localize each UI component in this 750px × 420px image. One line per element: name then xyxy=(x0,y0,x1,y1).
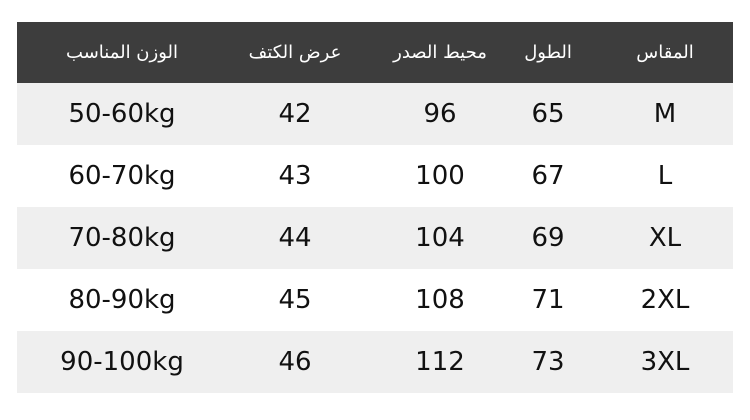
cell-shoulder: 42 xyxy=(278,99,312,129)
cell-size: XL xyxy=(648,223,682,253)
cell-shoulder: 44 xyxy=(278,223,312,253)
table-row: M 65 96 42 50-60kg xyxy=(17,83,733,145)
cell-weight: 80-90kg xyxy=(68,285,176,315)
cell-size: L xyxy=(657,161,673,191)
table-row: L 67 100 43 60-70kg xyxy=(17,145,733,207)
cell-size: 2XL xyxy=(640,285,690,315)
cell-chest: 108 xyxy=(415,285,465,315)
table-header: المقاس الطول محيط الصدر عرض الكتف الوزن … xyxy=(17,22,733,83)
cell-chest: 112 xyxy=(415,347,465,377)
header-shoulder: عرض الكتف xyxy=(248,42,342,63)
table-row: XL 69 104 44 70-80kg xyxy=(17,207,733,269)
header-weight: الوزن المناسب xyxy=(66,42,178,63)
size-chart-table: المقاس الطول محيط الصدر عرض الكتف الوزن … xyxy=(17,22,733,393)
cell-shoulder: 46 xyxy=(278,347,312,377)
table-body: M 65 96 42 50-60kg L 67 100 43 60-70kg XL 69 104 44 70… xyxy=(17,83,733,393)
cell-length: 65 xyxy=(531,99,565,129)
cell-weight: 50-60kg xyxy=(68,99,176,129)
cell-size: M xyxy=(653,99,677,129)
header-size: المقاس xyxy=(636,42,694,63)
cell-weight: 60-70kg xyxy=(68,161,176,191)
cell-weight: 70-80kg xyxy=(68,223,176,253)
table-row: 2XL 71 108 45 80-90kg xyxy=(17,269,733,331)
cell-length: 73 xyxy=(531,347,565,377)
table-row: 3XL 73 112 46 90-100kg xyxy=(17,331,733,393)
cell-chest: 96 xyxy=(423,99,457,129)
cell-shoulder: 43 xyxy=(278,161,312,191)
cell-chest: 100 xyxy=(415,161,465,191)
cell-chest: 104 xyxy=(415,223,465,253)
cell-size: 3XL xyxy=(640,347,690,377)
cell-length: 67 xyxy=(531,161,565,191)
cell-length: 69 xyxy=(531,223,565,253)
header-chest: محيط الصدر xyxy=(393,42,487,63)
cell-shoulder: 45 xyxy=(278,285,312,315)
cell-length: 71 xyxy=(531,285,565,315)
cell-weight: 90-100kg xyxy=(60,347,184,377)
header-length: الطول xyxy=(524,42,572,63)
